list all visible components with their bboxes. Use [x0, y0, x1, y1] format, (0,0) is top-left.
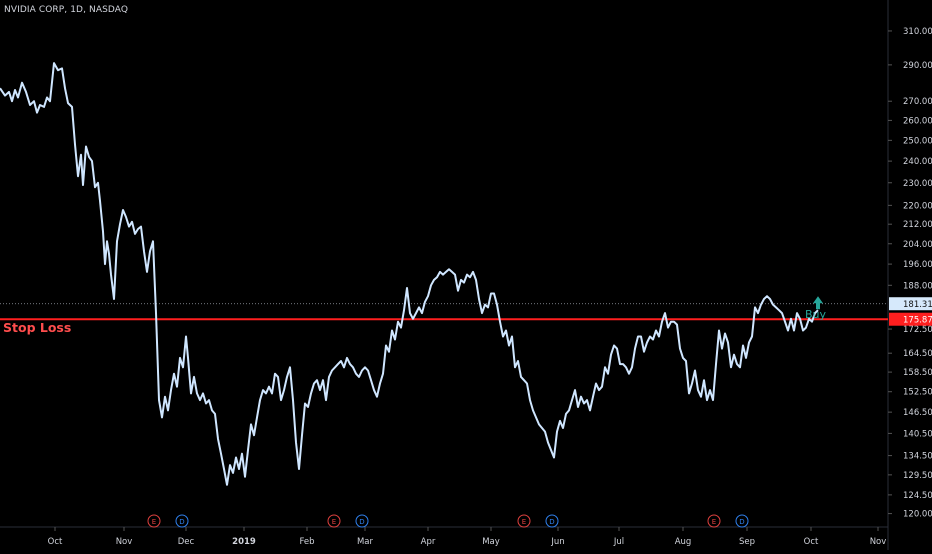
- price-series-line[interactable]: [0, 62, 819, 486]
- x-tick-label: Nov: [116, 537, 133, 547]
- earnings-marker[interactable]: [327, 514, 341, 528]
- y-tick-label: 290.00: [903, 61, 932, 71]
- y-tick-label: 140.50: [903, 429, 932, 439]
- x-tick-label: Sep: [739, 537, 755, 547]
- y-tick-label: 188.00: [903, 281, 932, 291]
- earnings-marker-label: E: [522, 518, 526, 526]
- x-tick-label: Feb: [299, 537, 314, 547]
- y-tick-label: 260.00: [903, 116, 932, 126]
- earnings-marker-label: E: [332, 518, 336, 526]
- dividend-marker[interactable]: [355, 514, 369, 528]
- y-tick-label: 146.50: [903, 408, 932, 418]
- y-tick-label: 196.00: [903, 260, 932, 270]
- x-tick-label: Nov: [870, 537, 887, 547]
- buy-arrow-icon: [813, 296, 823, 310]
- x-tick-label: Oct: [804, 537, 819, 547]
- y-tick-label: 204.00: [903, 240, 932, 250]
- current-price-tag: 181.31: [903, 300, 932, 310]
- y-tick-label: 152.50: [903, 388, 932, 398]
- dividend-marker-label: D: [179, 518, 184, 526]
- dividend-marker-label: D: [739, 518, 744, 526]
- chart-title: NVIDIA CORP, 1D, NASDAQ: [4, 5, 129, 15]
- x-tick-label: Aug: [675, 537, 692, 547]
- x-tick-label: Jun: [550, 537, 564, 547]
- buy-label: Buy: [805, 308, 827, 321]
- y-tick-label: 250.00: [903, 136, 932, 146]
- x-tick-label: 2019: [232, 537, 256, 547]
- earnings-marker[interactable]: [707, 514, 721, 528]
- earnings-marker-label: E: [152, 518, 156, 526]
- y-tick-label: 124.50: [903, 491, 932, 501]
- y-tick-label: 230.00: [903, 179, 932, 189]
- current-price-tag-bg: [889, 297, 932, 311]
- stop-loss-label: Stop Loss: [3, 320, 71, 335]
- x-tick-label: Mar: [357, 537, 374, 547]
- x-tick-label: Apr: [421, 537, 436, 547]
- y-tick-label: 164.50: [903, 349, 932, 359]
- y-tick-label: 270.00: [903, 97, 932, 107]
- earnings-marker-label: E: [712, 518, 716, 526]
- x-tick-label: May: [482, 537, 500, 547]
- x-tick-label: Oct: [48, 537, 63, 547]
- dividend-marker[interactable]: [735, 514, 749, 528]
- x-tick-label: Jul: [613, 537, 624, 547]
- y-tick-label: 172.50: [903, 325, 932, 335]
- dividend-marker-label: D: [549, 518, 554, 526]
- dividend-marker[interactable]: [175, 514, 189, 528]
- y-tick-label: 220.00: [903, 201, 932, 211]
- y-tick-label: 310.00: [903, 27, 932, 37]
- stop-loss-price-tag: 175.87: [903, 316, 932, 326]
- earnings-marker[interactable]: [517, 514, 531, 528]
- y-tick-label: 120.00: [903, 510, 932, 520]
- dividend-marker[interactable]: [545, 514, 559, 528]
- dividend-marker-label: D: [359, 518, 364, 526]
- y-tick-label: 134.50: [903, 452, 932, 462]
- y-tick-label: 240.00: [903, 157, 932, 167]
- x-tick-label: Dec: [178, 537, 195, 547]
- stop-loss-price-tag-bg: [889, 312, 932, 326]
- earnings-marker[interactable]: [147, 514, 161, 528]
- y-tick-label: 158.50: [903, 368, 932, 378]
- y-tick-label: 212.00: [903, 220, 932, 230]
- y-tick-label: 129.50: [903, 471, 932, 481]
